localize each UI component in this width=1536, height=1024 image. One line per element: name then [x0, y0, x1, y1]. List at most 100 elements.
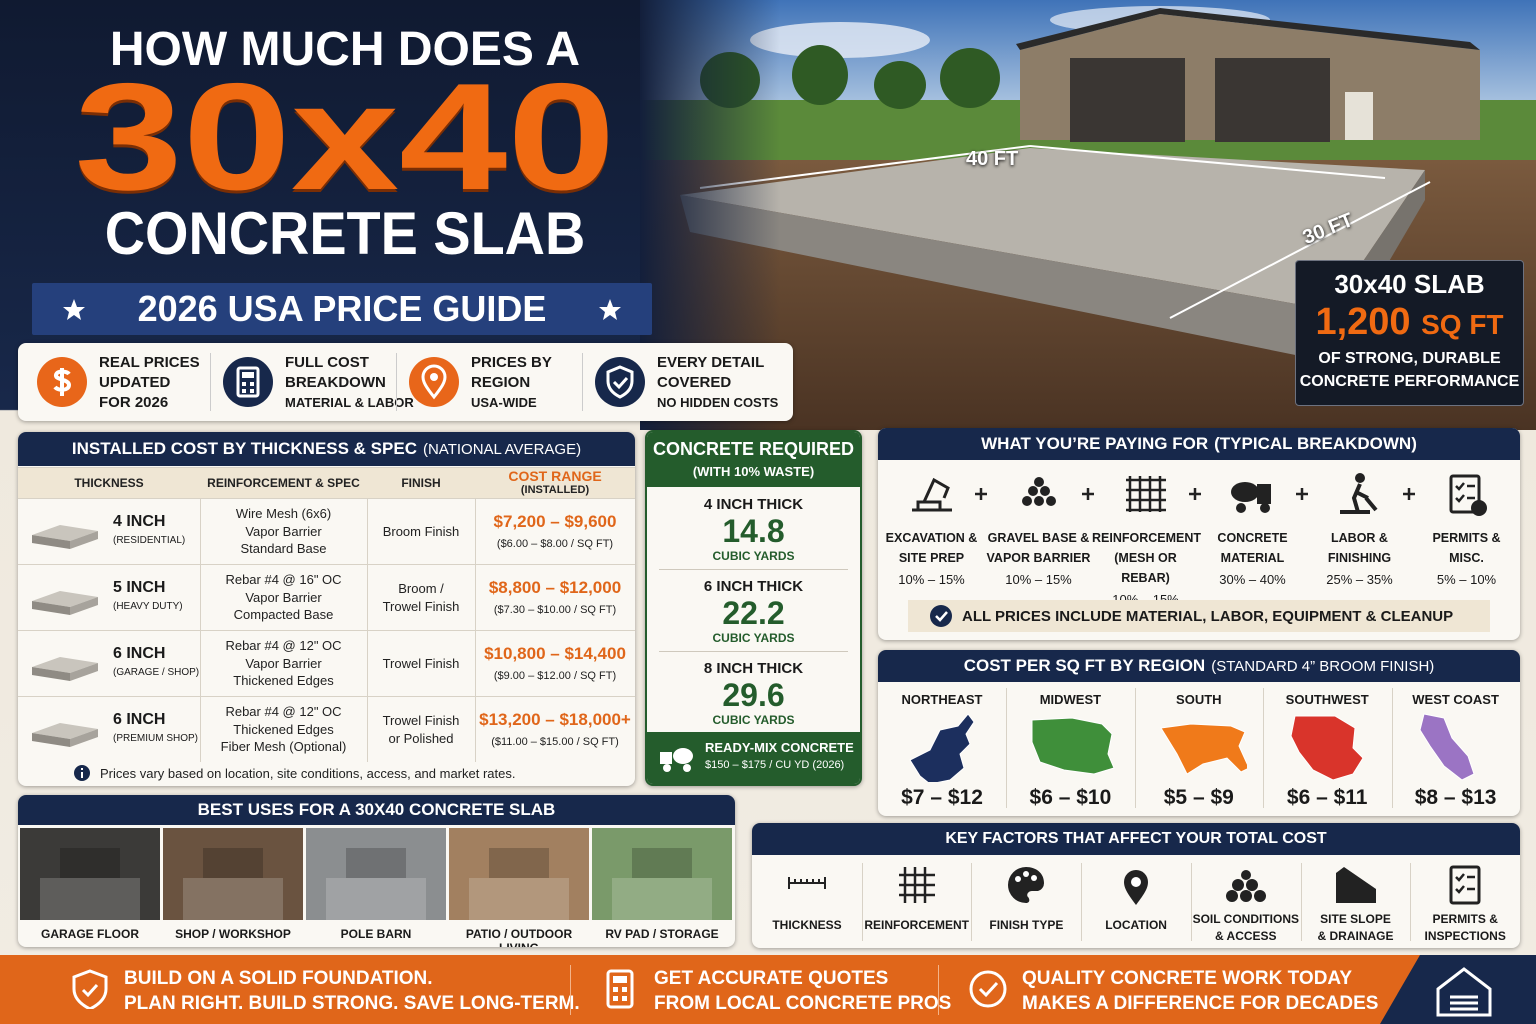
slab-badge: 30x40 SLAB 1,200 SQ FT OF STRONG, DURABL… — [1295, 260, 1524, 406]
concrete-item: 8 INCH THICK 29.6 CUBIC YARDS — [659, 656, 848, 734]
icon — [1225, 870, 1266, 902]
thickness-value: 6 INCH — [113, 711, 166, 728]
best-uses: BEST USES FOR A 30X40 CONCRETE SLAB GARAG… — [18, 795, 735, 947]
factor-label: LOCATION — [1105, 918, 1167, 932]
spec: Rebar #4 @ 16" OC Vapor Barrier Compacted … — [200, 565, 367, 630]
use-label: PATIO / OUTDOOR LIVING — [465, 927, 573, 947]
icon — [1231, 482, 1271, 513]
factor-label: SITE SLOPE — [1320, 912, 1391, 926]
icon — [1126, 476, 1166, 512]
concrete-required: CONCRETE REQUIRED (WITH 10% WASTE) 4 INCH … — [645, 430, 862, 786]
feature-title: COVERED — [657, 374, 732, 391]
region-price: $7 – $12 — [901, 786, 983, 809]
breakdown-item: CONCRETE MATERIAL 30% – 40% — [1199, 528, 1306, 590]
feature-title: FULL COST — [285, 354, 369, 371]
concrete-sub: (WITH 10% WASTE) — [692, 464, 815, 479]
icon — [912, 477, 952, 512]
finish-line: Trowel Finish — [382, 655, 460, 671]
footer-item: QUALITY CONCRETE WORK TODAY MAKES A DIFFE… — [1022, 966, 1378, 1016]
spec-line: Wire Mesh (6x6) — [235, 506, 332, 522]
cost: $13,200 – $18,000+ ($11.00 – $15.00 / SQ … — [475, 697, 635, 762]
badge-line: CONCRETE PERFORMANCE — [1299, 373, 1520, 390]
concrete-header: CONCRETE REQUIRED (WITH 10% WASTE) — [647, 432, 860, 487]
thickness-use: (HEAVY DUTY) — [113, 601, 183, 612]
spec-line: Vapor Barrier — [245, 589, 322, 605]
factor: THICKNESS — [752, 917, 862, 934]
icon — [1340, 473, 1378, 514]
icon — [592, 828, 732, 920]
factor: SOIL CONDITIONS & ACCESS — [1191, 911, 1301, 945]
feature: EVERY DETAIL COVERED NO HIDDEN COSTS — [657, 353, 778, 413]
thickness-use: (GARAGE / SHOP) — [113, 667, 200, 678]
use-label: GARAGE FLOOR — [41, 927, 139, 941]
footer-line: FROM LOCAL CONCRETE PROS — [654, 993, 952, 1014]
column-divider — [475, 631, 476, 696]
column-header: THICKNESS — [18, 468, 200, 498]
uses-title: BEST USES FOR A 30X40 CONCRETE SLAB — [197, 800, 556, 819]
region-name: SOUTH — [1176, 692, 1222, 707]
column-header: COST RANGE (INSTALLED) — [475, 468, 635, 498]
use-label: RV PAD / STORAGE — [605, 927, 719, 941]
breakdown-note: (TYPICAL BREAKDOWN) — [1214, 434, 1417, 453]
breakdown-footer-text: ALL PRICES INCLUDE MATERIAL, LABOR, EQUI… — [962, 607, 1454, 625]
factor-label: & DRAINAGE — [1317, 929, 1394, 943]
table-row: 6 INCH (GARAGE / SHOP) Rebar #4 @ 12" OC Va… — [18, 630, 635, 696]
feature-title: BREAKDOWN — [285, 374, 386, 391]
table-note: Prices vary based on location, site cond… — [100, 766, 516, 781]
breakdown-item: GRAVEL BASE & VAPOR BARRIER 10% – 15% — [985, 528, 1092, 590]
spec-line: Compacted Base — [233, 607, 334, 623]
cost: $7,200 – $9,600 ($6.00 – $8.00 / SQ FT) — [475, 499, 635, 564]
cost-per-sqft: ($11.00 – $15.00 / SQ FT) — [491, 736, 619, 749]
breakdown-label: FINISHING — [1327, 551, 1392, 565]
cost-range: $7,200 – $9,600 — [493, 512, 617, 532]
key-factors: KEY FACTORS THAT AFFECT YOUR TOTAL COST T… — [752, 823, 1520, 948]
icon — [306, 828, 446, 920]
column-header-text: THICKNESS — [74, 476, 144, 490]
title-big: 30x40 — [74, 52, 616, 222]
column-divider — [475, 565, 476, 630]
banner-text: 2026 USA PRICE GUIDE — [137, 288, 547, 329]
feature-title: REGION — [471, 374, 531, 391]
feature-title: UPDATED — [99, 374, 171, 391]
icon — [1403, 488, 1415, 500]
concrete-unit: CUBIC YARDS — [712, 549, 795, 563]
icon — [788, 877, 826, 889]
icon — [1449, 865, 1481, 905]
banner — [32, 283, 652, 335]
feature-sub: USA-WIDE — [471, 395, 537, 410]
cost-table: INSTALLED COST BY THICKNESS & SPEC (NATIO… — [18, 432, 635, 786]
factor: LOCATION — [1081, 917, 1191, 934]
breakdown-label: CONCRETE — [1217, 531, 1288, 545]
icon — [975, 488, 987, 500]
icon — [449, 828, 589, 920]
feature-sub: FOR 2026 — [99, 394, 169, 411]
factor-divider — [1190, 863, 1192, 941]
breakdown-item: REINFORCEMENT(MESH OR REBAR)10% – 15% — [1092, 528, 1201, 610]
finish-line: Trowel Finish — [382, 712, 460, 728]
concrete-label: 6 INCH THICK — [703, 578, 804, 595]
feature: PRICES BY REGION USA-WIDE — [471, 353, 552, 413]
regions-note: (STANDARD 4” BROOM FINISH) — [1211, 657, 1435, 675]
divider — [210, 353, 211, 411]
breakdown-label: SITE PREP — [898, 551, 965, 565]
breakdown-range: 25% – 35% — [1326, 572, 1393, 587]
region-name: MIDWEST — [1039, 692, 1102, 707]
breakdown-footer: ALL PRICES INCLUDE MATERIAL, LABOR, EQUI… — [908, 600, 1490, 632]
cost-breakdown: WHAT YOU’RE PAYING FOR (TYPICAL BREAKDOWN… — [878, 428, 1520, 640]
icon — [1159, 723, 1247, 775]
feature-title: PRICES BY — [471, 354, 552, 371]
feature-title: REAL PRICES — [99, 354, 200, 371]
factors-title: KEY FACTORS THAT AFFECT YOUR TOTAL COST — [945, 830, 1327, 847]
thickness-value: 5 INCH — [113, 579, 166, 596]
column-divider — [367, 565, 368, 630]
table-title-note: (NATIONAL AVERAGE) — [422, 440, 582, 458]
factors-header: KEY FACTORS THAT AFFECT YOUR TOTAL COST — [752, 823, 1520, 855]
uses-header: BEST USES FOR A 30X40 CONCRETE SLAB — [18, 795, 735, 825]
spec-line: Standard Base — [240, 541, 327, 557]
table-row: 6 INCH (PREMIUM SHOP) Rebar #4 @ 12" OC Thi… — [18, 696, 635, 762]
regions: COST PER SQ FT BY REGION (STANDARD 4” BRO… — [878, 650, 1520, 816]
spec-line: Vapor Barrier — [245, 655, 322, 671]
region-divider — [1263, 688, 1265, 808]
breakdown-label: GRAVEL BASE & — [987, 531, 1090, 545]
table-header: INSTALLED COST BY THICKNESS & SPEC (NATIO… — [18, 432, 635, 466]
